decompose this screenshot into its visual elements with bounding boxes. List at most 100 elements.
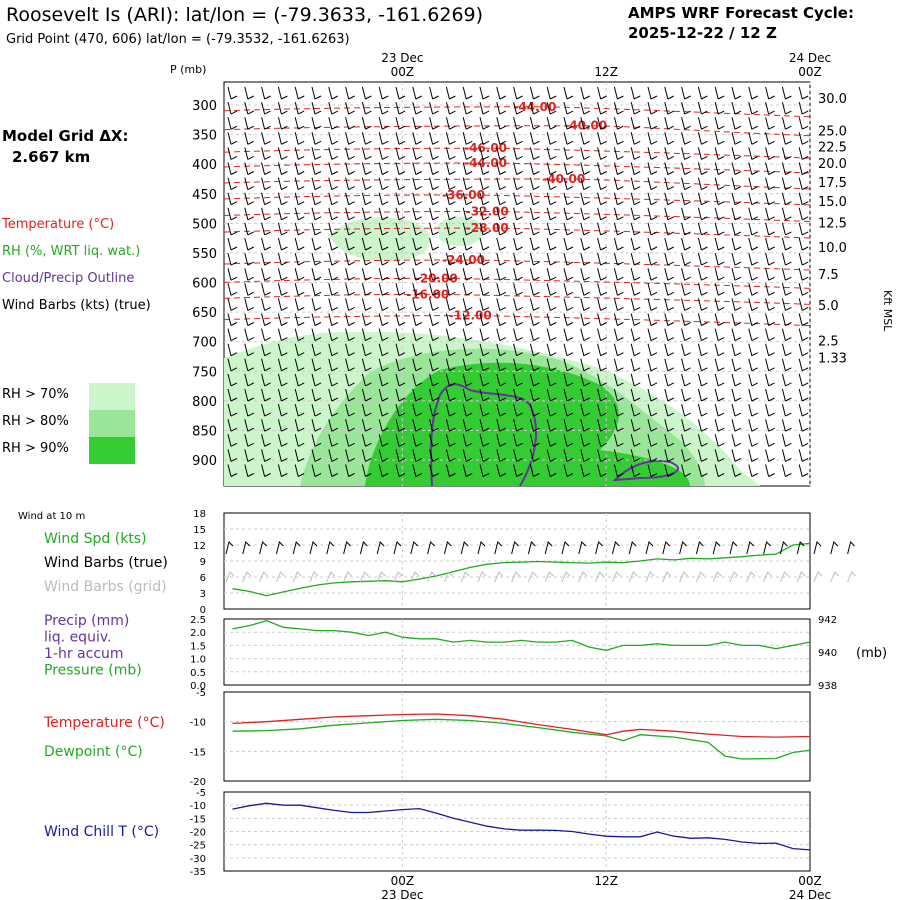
height-tick-label: 17.5 <box>818 176 847 191</box>
wind-barb <box>378 222 389 236</box>
wind-barb <box>496 449 507 462</box>
wind-barb <box>479 449 490 462</box>
wind-barb <box>496 162 507 175</box>
wind-barb <box>429 177 439 191</box>
wind-barb <box>647 283 658 296</box>
wind-barb <box>597 192 607 206</box>
wind-barb <box>647 117 658 130</box>
wind-barb <box>697 343 708 357</box>
temperature-contour-line <box>223 194 811 206</box>
precip-tick-label: 2.5 <box>190 615 206 626</box>
grid-wind-barb <box>544 571 554 583</box>
wind-barb <box>546 298 557 311</box>
pressure-tick-label: 550 <box>192 247 217 262</box>
temperature-contour-label: -40.00 <box>564 119 607 133</box>
wind-barb <box>765 403 775 417</box>
wind-10m-tick-label: 15 <box>193 525 206 536</box>
wind-barb <box>697 101 708 115</box>
wind-barb <box>647 449 658 462</box>
wind-barb <box>748 192 759 206</box>
wind-barb <box>546 358 557 372</box>
wind-barb <box>781 117 792 130</box>
wind-barb <box>647 192 658 206</box>
wind-barb <box>546 434 557 447</box>
wind-barb <box>630 313 641 326</box>
wind-barb <box>261 207 271 221</box>
wind-barb <box>445 403 456 417</box>
surface-wind-barb <box>460 541 469 555</box>
surface-wind-barb <box>729 541 738 555</box>
wind-barb <box>697 207 708 221</box>
wind-barb <box>244 373 255 387</box>
wind-barb <box>664 298 675 311</box>
wind-barb <box>277 162 288 175</box>
wind-barb <box>563 222 574 236</box>
wind-barb <box>445 449 456 462</box>
wind-barb <box>781 132 792 145</box>
wind-barb <box>765 117 775 130</box>
wind-barb <box>361 117 372 130</box>
wind-barb <box>244 177 255 191</box>
wind-barb <box>445 252 456 266</box>
wind-barb <box>361 132 372 145</box>
grid-wind-barb <box>578 571 588 583</box>
temperature-legend-entry: Temperature (°C) <box>43 715 165 731</box>
wind-barb <box>647 132 658 145</box>
wind-barb <box>345 434 355 447</box>
wind-barb <box>580 117 591 130</box>
wind-barb <box>748 419 759 432</box>
wind-barb <box>647 328 658 342</box>
wind-barb <box>597 268 607 281</box>
wind-barb <box>798 328 809 342</box>
wind-barb <box>781 162 792 175</box>
wind-barb <box>311 177 322 191</box>
pressure-tick-label: 650 <box>192 306 217 321</box>
wind-barb <box>479 222 490 236</box>
wind-barb <box>697 237 708 251</box>
wind-barb <box>361 373 372 387</box>
bottom-time-tick-label: 00Z <box>798 874 822 888</box>
wind-barb <box>546 373 557 387</box>
wind-barb <box>496 147 507 160</box>
temperature-contour-line <box>223 162 811 174</box>
wind-barb <box>597 101 607 115</box>
wind-barb <box>412 343 423 357</box>
wind-barb <box>479 268 490 281</box>
wind-barb <box>697 222 708 236</box>
wind-barb <box>580 434 591 447</box>
wind-barb <box>798 147 809 160</box>
wind-barb <box>714 147 725 160</box>
wind-barb <box>563 464 574 477</box>
wind-barb <box>328 117 339 130</box>
wind-barb <box>496 252 507 266</box>
wind-barb <box>765 177 775 191</box>
wind-barb <box>630 207 641 221</box>
wind-barb <box>345 313 355 326</box>
wind-chill-tick-label: -25 <box>190 841 206 852</box>
wind-barb <box>697 388 708 402</box>
wind-barb <box>597 147 607 160</box>
wind-barb <box>261 449 271 462</box>
wind-barb <box>664 207 675 221</box>
wind-barb <box>261 283 271 296</box>
height-tick-label: 10.0 <box>818 241 847 256</box>
wind-barb <box>345 162 355 175</box>
precip-legend-entry: 1-hr accum <box>44 646 124 662</box>
temperature-contour-line <box>223 178 811 190</box>
wind-barb <box>227 358 238 372</box>
wind-barb <box>445 237 456 251</box>
wind-barb <box>328 358 339 372</box>
wind-barb <box>798 162 809 175</box>
precip-tick-label: 1.5 <box>190 641 206 652</box>
wind-barb <box>445 388 456 402</box>
wind-barb <box>563 403 574 417</box>
wind-barb <box>613 343 624 357</box>
wind-barb <box>244 117 255 130</box>
wind-barb <box>277 358 288 372</box>
wind-barb <box>496 328 507 342</box>
wind-barb <box>395 101 406 115</box>
wind-barb <box>395 313 406 326</box>
wind-barb <box>311 358 322 372</box>
wind-barb <box>597 252 607 266</box>
wind-barb <box>748 403 759 417</box>
